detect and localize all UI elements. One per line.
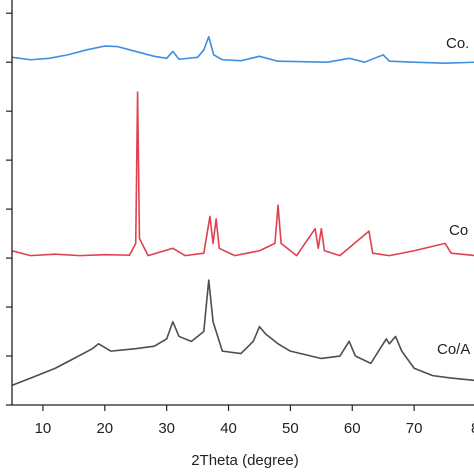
- series-line: [11, 91, 474, 257]
- series-line: [11, 35, 474, 64]
- series-label: Co: [449, 222, 468, 239]
- x-tick-label: 10: [35, 420, 52, 437]
- x-tick-label: 30: [158, 420, 175, 437]
- series-line: [11, 279, 474, 387]
- x-axis-label: 2Theta (degree): [191, 452, 299, 469]
- x-tick-label: 60: [344, 420, 361, 437]
- series-label: Co.: [446, 35, 469, 52]
- x-tick-label: 20: [96, 420, 113, 437]
- x-tick-label: 8: [471, 420, 474, 437]
- x-tick-label: 50: [282, 420, 299, 437]
- series-label: Co/A: [437, 341, 470, 358]
- x-tick-label: 40: [220, 420, 237, 437]
- x-tick-label: 70: [406, 420, 423, 437]
